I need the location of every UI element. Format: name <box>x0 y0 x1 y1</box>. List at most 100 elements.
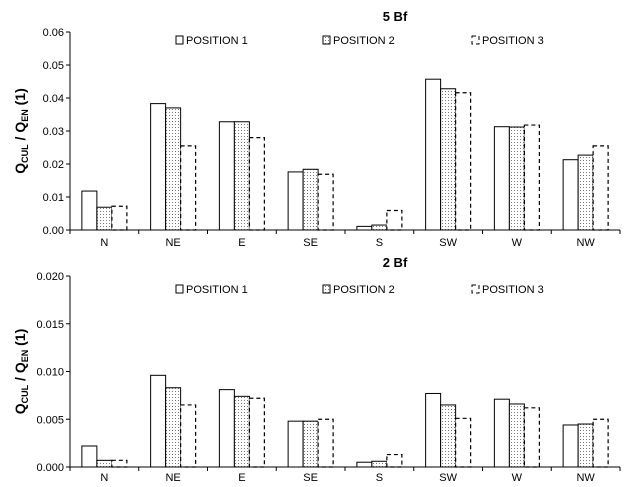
bar-s-series-1 <box>356 461 373 468</box>
bar-se-series-2 <box>302 168 319 231</box>
y-tick-label: 0.020 <box>36 271 64 283</box>
bar-se-series-1 <box>287 171 304 231</box>
bar-sw-series-1 <box>425 392 442 468</box>
bar-s-series-2 <box>371 224 388 231</box>
y-tick-label: 0.06 <box>43 27 64 39</box>
bar-ne-series-2 <box>165 107 182 231</box>
legend-label-series-1: POSITION 1 <box>186 35 248 47</box>
legend-swatch-series-2 <box>322 35 331 45</box>
bar-sw-series-3 <box>455 92 472 231</box>
legend-swatch-series-1 <box>175 284 184 294</box>
legend-label-series-3: POSITION 3 <box>482 284 544 296</box>
y-axis-label-tail: (1) <box>12 88 28 109</box>
x-tick-label: E <box>238 472 245 482</box>
legend-swatch-series-1 <box>175 35 184 45</box>
bar-s-series-3 <box>386 209 403 231</box>
bar-w-series-3 <box>523 407 540 468</box>
bar-n-series-3 <box>111 205 128 231</box>
y-tick-label: 0.000 <box>36 462 64 474</box>
y-axis-label-main: Q <box>12 403 28 414</box>
x-tick-label: SE <box>303 472 318 482</box>
bar-e-series-3 <box>248 397 265 468</box>
y-tick-label: 0.010 <box>36 367 64 379</box>
bar-s-series-3 <box>386 453 403 468</box>
bar-nw-series-3 <box>592 145 609 231</box>
x-tick-label: SW <box>439 237 457 249</box>
bar-se-series-1 <box>287 420 304 468</box>
x-tick-label: W <box>512 237 523 249</box>
bar-n-series-1 <box>81 445 98 468</box>
bar-sw-series-1 <box>425 78 442 231</box>
bar-w-series-3 <box>523 124 540 231</box>
bar-ne-series-1 <box>150 374 167 468</box>
y-tick-label: 0.02 <box>43 159 64 171</box>
x-tick-label: NW <box>576 237 595 249</box>
y-axis-label: QCUL / QEN (1) <box>12 88 30 173</box>
y-tick-label: 0.03 <box>43 126 64 138</box>
bar-w-series-1 <box>493 126 510 231</box>
x-tick-label: SE <box>303 237 318 249</box>
bar-ne-series-2 <box>165 387 182 468</box>
x-tick-label: N <box>100 472 108 482</box>
x-tick-label: NW <box>576 472 595 482</box>
bar-n-series-3 <box>111 459 128 468</box>
y-axis-label-sub2: EN <box>20 350 30 363</box>
y-axis-label: QCUL / QEN (1) <box>12 329 30 414</box>
legend-label-series-1: POSITION 1 <box>186 284 248 296</box>
y-axis-label-main: Q <box>12 163 28 174</box>
y-tick-label: 0.00 <box>43 225 64 237</box>
legend-swatch-series-2 <box>322 284 331 294</box>
legend-label-series-3: POSITION 3 <box>482 35 544 47</box>
legend-swatch-series-3 <box>471 284 480 294</box>
bar-sw-series-2 <box>440 404 457 468</box>
bar-n-series-1 <box>81 190 98 231</box>
bar-ne-series-1 <box>150 103 167 231</box>
legend-label-series-2: POSITION 2 <box>333 284 395 296</box>
bar-e-series-2 <box>233 121 250 231</box>
x-tick-label: W <box>512 472 523 482</box>
bar-e-series-3 <box>248 137 265 231</box>
bar-nw-series-3 <box>592 418 609 468</box>
y-tick-label: 0.015 <box>36 319 64 331</box>
bar-nw-series-2 <box>577 423 594 468</box>
bar-se-series-3 <box>317 173 334 231</box>
x-tick-label: SW <box>439 472 457 482</box>
y-tick-label: 0.05 <box>43 60 64 72</box>
x-tick-label: NE <box>165 237 180 249</box>
bar-s-series-2 <box>371 460 388 468</box>
bar-ne-series-3 <box>180 404 197 468</box>
bar-w-series-2 <box>508 403 525 468</box>
y-axis-label-sub2: EN <box>20 109 30 122</box>
chart-title: 2 Bf <box>383 255 408 270</box>
y-axis-label-mid: / Q <box>12 122 28 145</box>
y-tick-label: 0.04 <box>43 93 64 105</box>
bar-w-series-1 <box>493 398 510 468</box>
bar-e-series-1 <box>218 389 235 468</box>
chart-panel-1: 5 Bf QCUL / QEN (1) N NE E SE S SW W NW 0.00 0.01 0.… <box>12 9 621 249</box>
bar-nw-series-1 <box>562 424 579 468</box>
bar-sw-series-2 <box>440 88 457 231</box>
bar-n-series-2 <box>96 459 113 468</box>
bar-e-series-2 <box>233 395 250 468</box>
chart-panel-2: 2 Bf QCUL / QEN (1) N NE E SE S SW W NW 0.000 0.005… <box>12 255 621 482</box>
bar-s-series-1 <box>356 225 373 231</box>
bar-sw-series-3 <box>455 417 472 468</box>
x-tick-label: S <box>376 237 383 249</box>
y-axis-label-sub1: CUL <box>20 144 30 163</box>
y-axis-label-sub1: CUL <box>20 384 30 403</box>
legend-swatch-series-3 <box>471 35 480 45</box>
y-tick-label: 0.005 <box>36 414 64 426</box>
chart-title: 5 Bf <box>383 9 408 24</box>
x-tick-label: N <box>100 237 108 249</box>
bar-se-series-3 <box>317 418 334 468</box>
bar-se-series-2 <box>302 420 319 468</box>
bar-nw-series-1 <box>562 159 579 231</box>
bar-n-series-2 <box>96 206 113 231</box>
x-tick-label: NE <box>165 472 180 482</box>
bar-ne-series-3 <box>180 145 197 231</box>
bar-e-series-1 <box>218 121 235 231</box>
legend-label-series-2: POSITION 2 <box>333 35 395 47</box>
y-tick-label: 0.01 <box>43 192 64 204</box>
